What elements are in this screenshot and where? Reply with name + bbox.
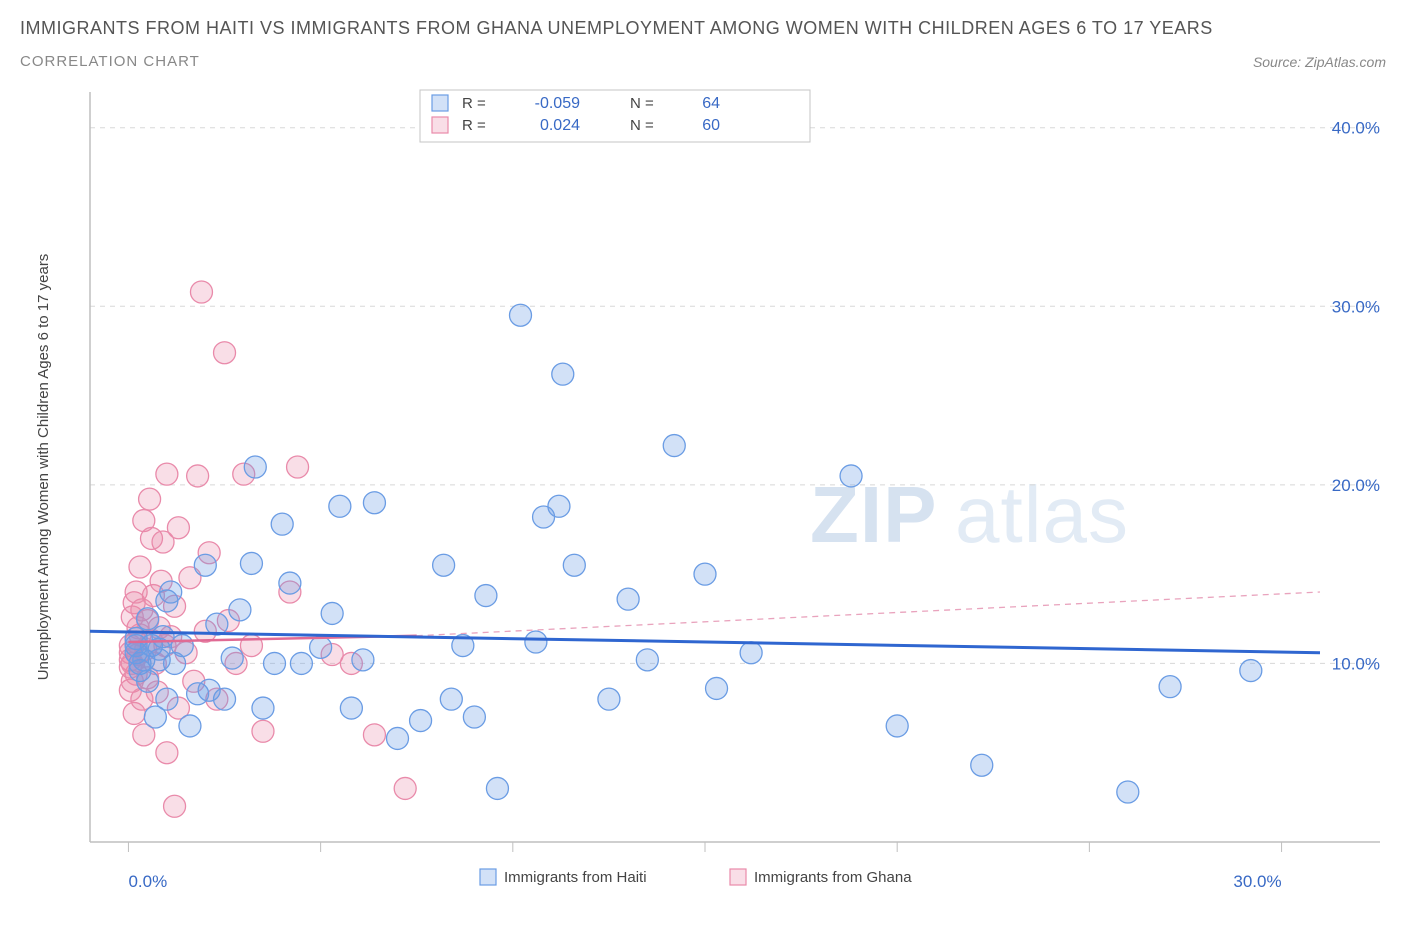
- data-point: [525, 631, 547, 653]
- data-point: [971, 754, 993, 776]
- chart-area: ZIPatlas 0.0% 30.0% 10.0% 20.0% 30.0% 40.0% Une…: [20, 82, 1386, 910]
- source-prefix: Source:: [1253, 54, 1305, 70]
- data-point: [179, 715, 201, 737]
- data-point: [264, 652, 286, 674]
- x-tick-label: 30.0%: [1233, 872, 1281, 891]
- data-point: [252, 697, 274, 719]
- chart-title: IMMIGRANTS FROM HAITI VS IMMIGRANTS FROM…: [20, 18, 1386, 39]
- data-point: [617, 588, 639, 610]
- legend-n-label: N =: [630, 95, 654, 112]
- data-point: [840, 465, 862, 487]
- legend-n-label: N =: [630, 117, 654, 134]
- legend-swatch: [480, 869, 496, 885]
- series-immigrants-from-ghana: [119, 281, 416, 817]
- legend-r-label: R =: [462, 117, 486, 134]
- y-tick-label: 10.0%: [1332, 654, 1380, 673]
- data-point: [352, 649, 374, 671]
- data-point: [156, 463, 178, 485]
- data-point: [129, 556, 151, 578]
- y-axis-label: Unemployment Among Women with Children A…: [35, 254, 52, 681]
- data-point: [310, 636, 332, 658]
- data-point: [190, 281, 212, 303]
- legend-r-label: R =: [462, 95, 486, 112]
- data-point: [164, 795, 186, 817]
- data-point: [340, 697, 362, 719]
- data-point: [886, 715, 908, 737]
- data-point: [663, 435, 685, 457]
- source-attribution: Source: ZipAtlas.com: [1253, 54, 1386, 70]
- scatter-chart-svg: ZIPatlas 0.0% 30.0% 10.0% 20.0% 30.0% 40.0% Une…: [20, 82, 1386, 910]
- data-point: [156, 742, 178, 764]
- data-point: [244, 456, 266, 478]
- data-point: [636, 649, 658, 671]
- data-point: [475, 585, 497, 607]
- data-point: [287, 456, 309, 478]
- data-point: [740, 642, 762, 664]
- legend-r-value: 0.024: [540, 117, 580, 134]
- data-point: [486, 777, 508, 799]
- data-point: [387, 727, 409, 749]
- data-point: [187, 465, 209, 487]
- legend-n-value: 64: [702, 95, 720, 112]
- data-point: [139, 488, 161, 510]
- data-point: [194, 554, 216, 576]
- y-tick-label: 20.0%: [1332, 476, 1380, 495]
- data-point: [363, 492, 385, 514]
- legend-label: Immigrants from Ghana: [754, 869, 912, 886]
- data-point: [206, 613, 228, 635]
- data-point: [363, 724, 385, 746]
- data-point: [410, 710, 432, 732]
- x-tick-label: 0.0%: [128, 872, 167, 891]
- svg-text:atlas: atlas: [955, 470, 1129, 559]
- data-point: [271, 513, 293, 535]
- legend-r-value: -0.059: [535, 95, 580, 112]
- data-point: [240, 635, 262, 657]
- data-point: [394, 777, 416, 799]
- trend-line-haiti: [90, 631, 1320, 652]
- data-point: [510, 304, 532, 326]
- data-point: [598, 688, 620, 710]
- data-point: [694, 563, 716, 585]
- data-point: [137, 670, 159, 692]
- data-point: [1159, 676, 1181, 698]
- data-point: [706, 677, 728, 699]
- data-point: [252, 720, 274, 742]
- data-point: [1240, 660, 1262, 682]
- data-point: [321, 602, 343, 624]
- data-point: [463, 706, 485, 728]
- legend-swatch: [730, 869, 746, 885]
- data-point: [290, 652, 312, 674]
- series-legend: Immigrants from Haiti Immigrants from Gha…: [480, 869, 912, 886]
- legend-swatch: [432, 95, 448, 111]
- data-point: [1117, 781, 1139, 803]
- legend-n-value: 60: [702, 117, 720, 134]
- legend-swatch: [432, 117, 448, 133]
- chart-subtitle: CORRELATION CHART: [20, 53, 200, 70]
- y-tick-label: 30.0%: [1332, 297, 1380, 316]
- data-point: [137, 608, 159, 630]
- data-point: [167, 517, 189, 539]
- data-point: [214, 688, 236, 710]
- data-point: [171, 635, 193, 657]
- data-point: [229, 599, 251, 621]
- data-point: [552, 363, 574, 385]
- source-name: ZipAtlas.com: [1305, 54, 1386, 70]
- svg-text:ZIP: ZIP: [810, 470, 937, 559]
- data-point: [240, 552, 262, 574]
- data-point: [433, 554, 455, 576]
- data-point: [279, 572, 301, 594]
- trend-line-ghana-dashed: [417, 592, 1320, 636]
- data-point: [548, 495, 570, 517]
- y-tick-label: 40.0%: [1332, 119, 1380, 138]
- correlation-legend: R = -0.059 N = 64 R = 0.024 N = 60: [420, 90, 810, 142]
- data-point: [156, 688, 178, 710]
- data-point: [160, 581, 182, 603]
- data-point: [221, 647, 243, 669]
- legend-label: Immigrants from Haiti: [504, 869, 647, 886]
- data-point: [214, 342, 236, 364]
- data-point: [329, 495, 351, 517]
- data-point: [563, 554, 585, 576]
- data-point: [440, 688, 462, 710]
